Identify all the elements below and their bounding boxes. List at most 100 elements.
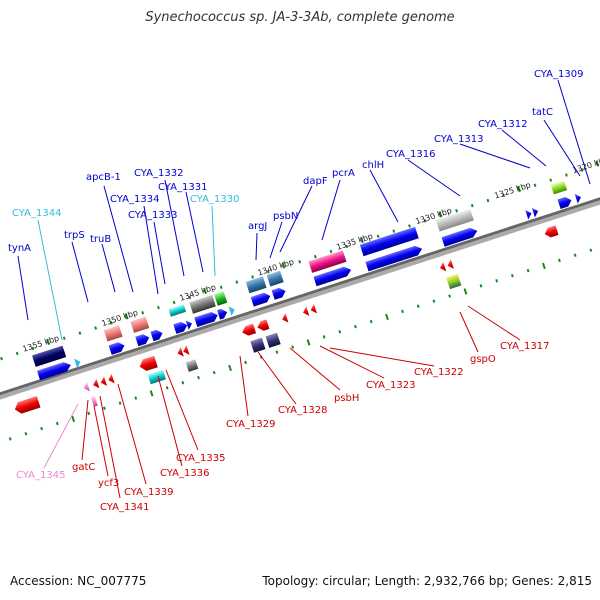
leader-gatC [81, 399, 89, 461]
tick-mark [71, 415, 76, 423]
label-CYA_1336: CYA_1336 [160, 468, 209, 479]
leader-CYA_1309 [557, 79, 591, 185]
gene-psbN [271, 287, 286, 300]
leader-CYA_1329 [239, 355, 249, 417]
leader-chlH [369, 169, 399, 223]
tick-mark [228, 364, 232, 372]
feature-purple [250, 337, 266, 353]
label-CYA_1328: CYA_1328 [278, 405, 327, 416]
gene-CYA_1332 [194, 311, 218, 328]
feature-greenyel [446, 274, 462, 290]
tick-mark [565, 173, 568, 177]
tick-mark [8, 437, 12, 441]
tick-label: 1320 kbp [571, 155, 600, 175]
feature-lgray [435, 208, 474, 232]
tick-mark [197, 375, 200, 380]
feature-salmon [130, 316, 150, 333]
label-gspO: gspO [470, 354, 496, 365]
reverse-features [90, 274, 462, 407]
gene-argJ [250, 292, 271, 307]
gene-CYA_1322 [310, 303, 317, 314]
tick-mark [298, 259, 302, 264]
leader-CYA_1328 [257, 351, 297, 405]
tick-mark [360, 236, 364, 244]
leader-truB [101, 243, 116, 293]
tick-mark [78, 331, 82, 335]
forward-features [32, 180, 568, 367]
gene-CYA_1336 [177, 347, 184, 357]
leader-CYA_1341 [99, 395, 121, 499]
tick-mark [251, 275, 254, 279]
tick-mark [55, 421, 59, 426]
gene-CYA_1334 [173, 321, 188, 334]
tick-label: 1325 kbp [493, 180, 532, 200]
gene-CYA_1339 [139, 355, 158, 371]
gene-trpS [108, 342, 125, 355]
leader-apcB [103, 185, 134, 293]
leader-CYA_1331 [185, 191, 204, 273]
leader-tatC [543, 119, 581, 177]
leader-psbN [269, 221, 283, 259]
gene-labels-top: tynA CYA_1344 trpS truB apcB-1 CYA_1334 … [8, 69, 583, 254]
label-CYA_1323: CYA_1323 [366, 380, 415, 391]
leader-CYA_1312 [501, 129, 547, 167]
gene-far-left [14, 396, 41, 414]
feature-cyan [147, 369, 166, 385]
tick-mark [275, 350, 279, 354]
leader-CYA_1344 [37, 219, 63, 341]
gene-CYA_1316 [525, 210, 532, 220]
label-CYA_1332: CYA_1332 [134, 168, 183, 179]
leader-CYA_1323 [319, 345, 385, 379]
tick-mark [533, 183, 537, 187]
tick-mark [369, 319, 373, 324]
tick-row-bottom [8, 248, 593, 441]
tick-mark [109, 321, 113, 325]
tick-mark [203, 287, 207, 295]
leader-CYA_1335 [165, 369, 199, 451]
tick-mark [87, 411, 91, 416]
tick-mark [558, 258, 561, 263]
tick-mark [266, 270, 270, 274]
leader-CYA_1322 [329, 347, 435, 367]
genome-band: 1355 kbp 1350 kbp 1345 kbp 1340 kbp 1335… [0, 155, 600, 441]
label-CYA_1316: CYA_1316 [386, 149, 435, 160]
genome-backbone [0, 190, 600, 404]
tick-mark [15, 351, 19, 356]
gene-CYA_1345 [83, 381, 90, 392]
label-psbH: psbH [334, 393, 359, 404]
leader-psbH [289, 347, 341, 391]
gene-CYA_1341 [108, 373, 115, 384]
leader-trpS [71, 241, 89, 303]
label-CYA_1312: CYA_1312 [478, 119, 527, 130]
topology-text: Topology: circular; Length: 2,932,766 bp… [262, 574, 592, 588]
gene-tynA [36, 362, 71, 381]
tick-mark [573, 253, 577, 258]
label-CYA_1335: CYA_1335 [176, 453, 225, 464]
label-CYA_1333: CYA_1333 [128, 210, 177, 221]
leader-CYA_1313 [459, 143, 531, 169]
gene-CYA_1312 [557, 197, 572, 210]
label-CYA_1331: CYA_1331 [158, 182, 207, 193]
tick-mark [455, 209, 458, 213]
tick-mark [392, 229, 396, 233]
tick-mark [448, 294, 452, 298]
leader-CYA_1332 [164, 179, 185, 277]
label-CYA_1345: CYA_1345 [16, 470, 65, 481]
label-dapF: dapF [303, 176, 328, 187]
gene-CYA_1344 [74, 358, 81, 369]
tick-mark [549, 178, 553, 182]
leader-dapF [279, 185, 313, 253]
feature-cyan [168, 304, 187, 317]
reverse-genes [14, 225, 559, 414]
label-trpS: trpS [64, 230, 85, 241]
leader-argJ [255, 232, 258, 261]
feature-salmon [103, 325, 123, 342]
tick-mark [124, 313, 129, 320]
feature-steel [245, 276, 267, 294]
tick-mark [244, 360, 248, 365]
tick-mark [580, 168, 584, 172]
tick-mark [470, 203, 474, 208]
tick-mark [24, 432, 28, 436]
gene-tatC [574, 193, 581, 204]
